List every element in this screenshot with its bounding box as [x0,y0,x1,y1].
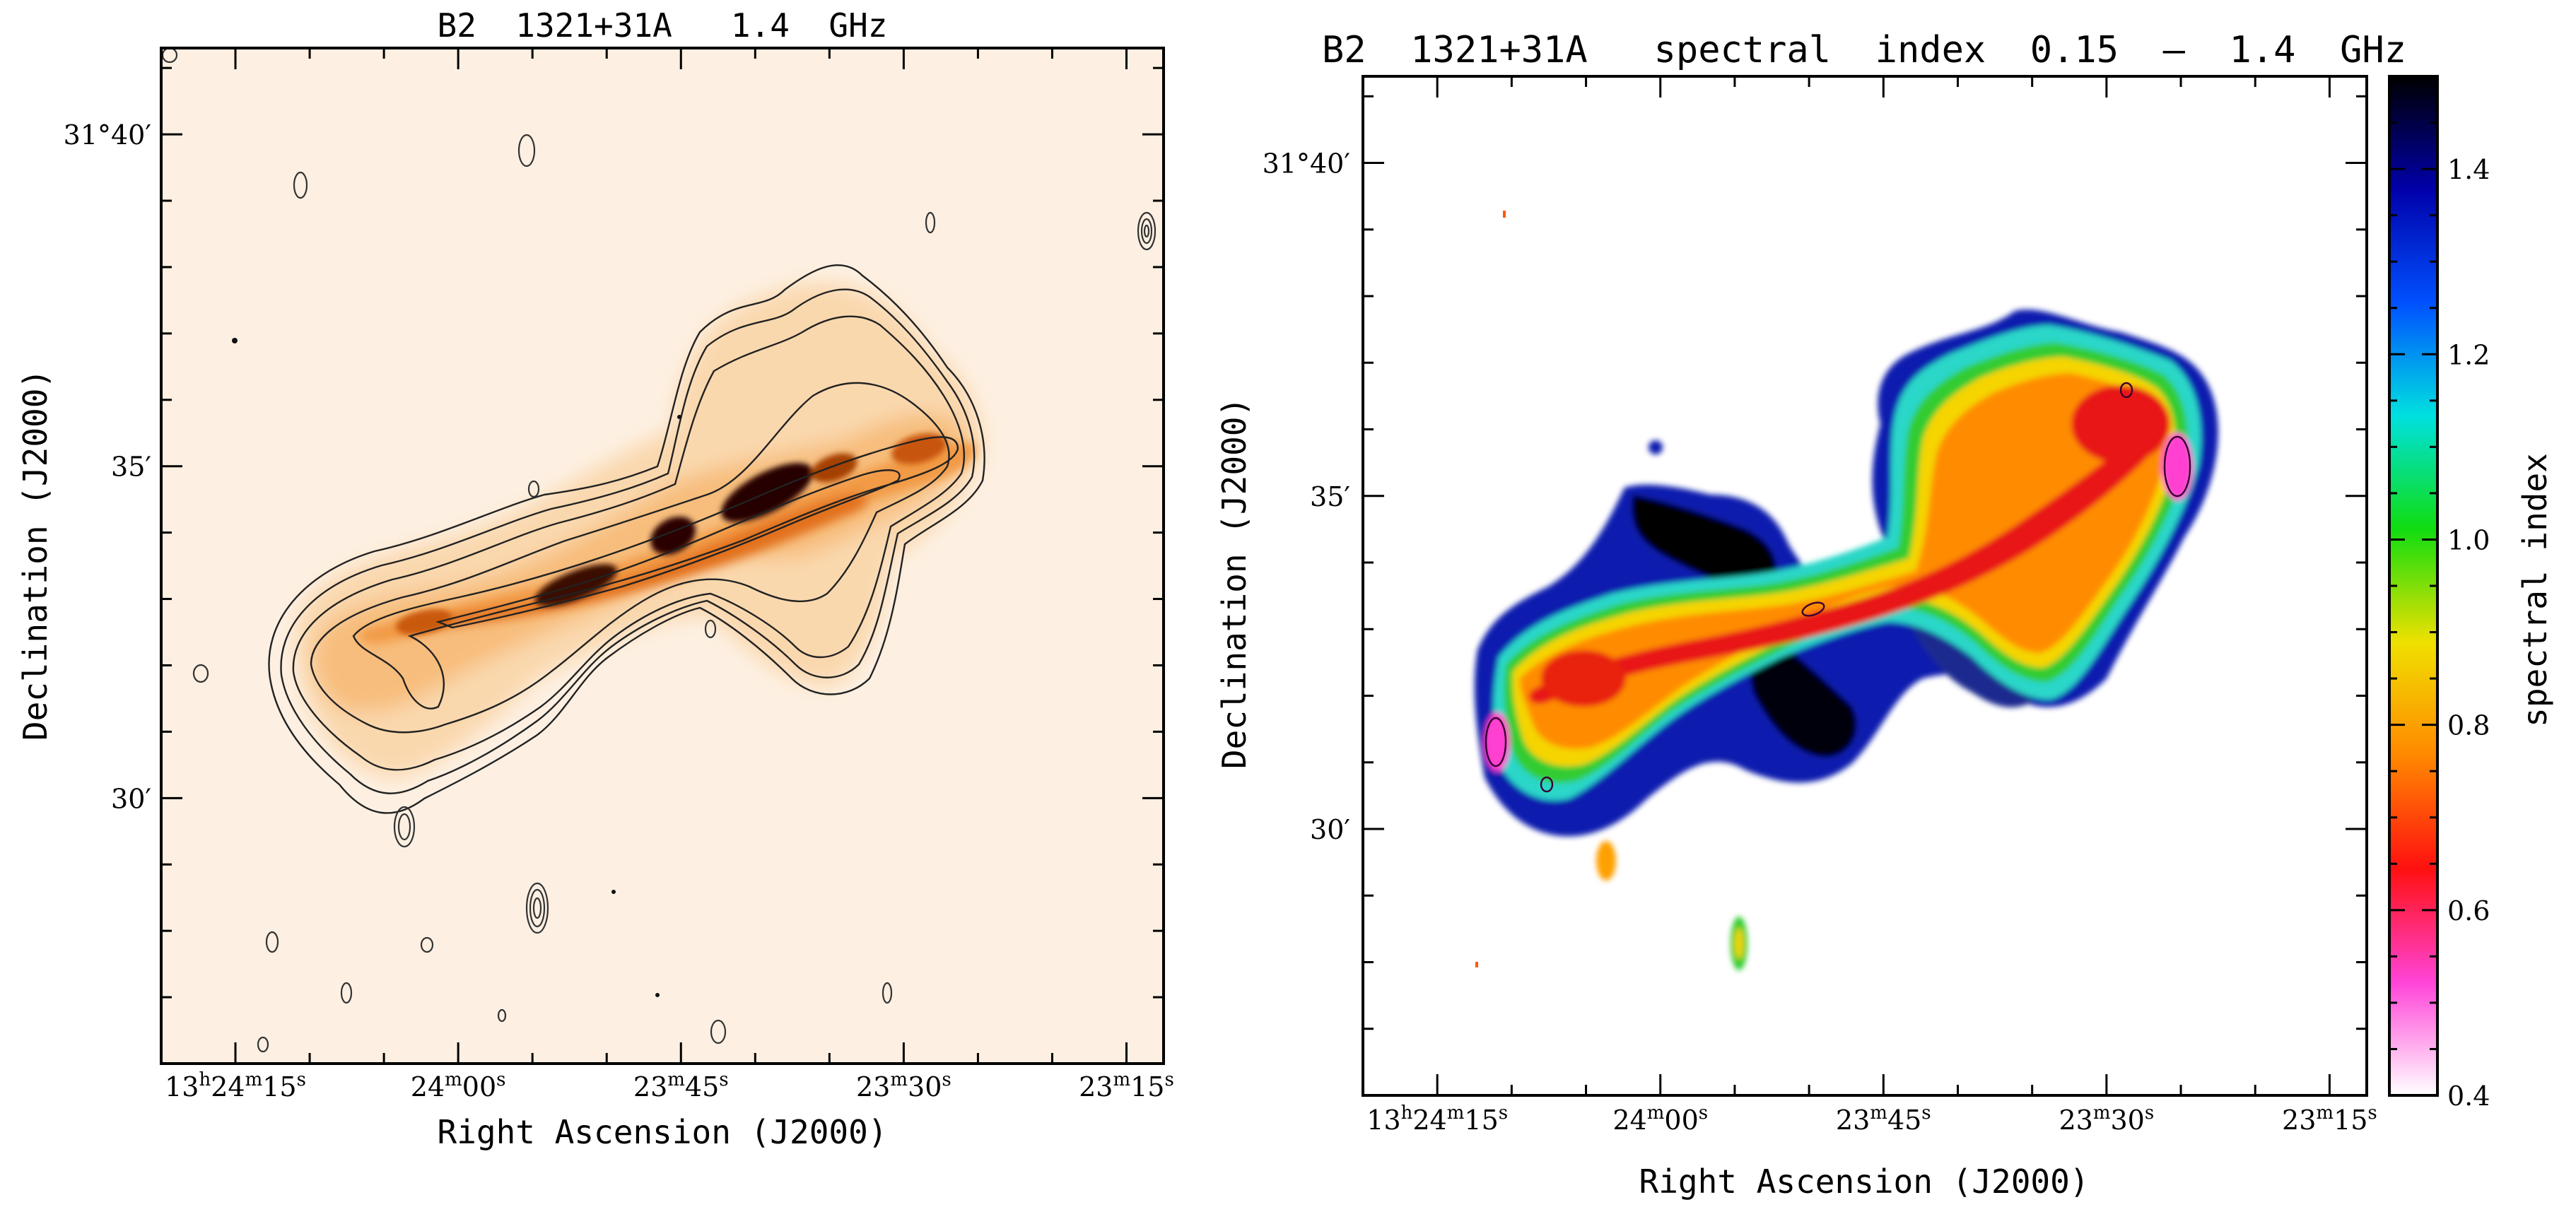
y-tick-label: 31°40′ [64,119,151,151]
intensity-title: B2 1321+31A 1.4 GHz [438,6,888,45]
colorbar-label: spectral index [2516,453,2554,727]
x-tick-label: 23m45s [1836,1102,1931,1136]
spectral-index-xlabel: Right Ascension (J2000) [1639,1163,2090,1201]
intensity-ylabel: Declination (J2000) [16,369,54,741]
colorbar-gradient [2389,76,2437,1095]
colorbar-tick-label: 1.2 [2447,339,2490,370]
spectral-index-contours [1485,382,2191,793]
colorbar-ticks: 0.4 0.6 0.8 1.0 1.2 1.4 [2389,75,2490,1112]
x-tick-label: 23m15s [2282,1102,2377,1136]
spectral-index-panel: B2 1321+31A spectral index 0.15 – 1.4 GH… [1215,29,2554,1201]
spectral-index-title: B2 1321+31A spectral index 0.15 – 1.4 GH… [1322,29,2406,71]
colorbar-tick-label: 1.4 [2447,154,2490,185]
intensity-image [161,48,1164,1064]
x-tick-label: 23m30s [856,1069,952,1102]
intensity-frame [160,47,1165,1065]
spectral-index-axes: 13h24m15s 24m00s 23m45s 23m30s 23m15s 31°40′ 3… [1263,76,2377,1136]
colorbar-tick-label: 0.8 [2447,710,2490,741]
y-tick-label: 30′ [1310,814,1350,845]
x-tick-label: 24m00s [411,1069,506,1102]
x-tick-label: 24m00s [1612,1102,1708,1136]
y-tick-label: 35′ [111,452,151,483]
spectral-index-image [1363,76,2367,1095]
x-tick-label: 13h24m15s [1366,1102,1508,1136]
x-tick-label: 23m45s [633,1069,729,1102]
x-tick-label: 23m15s [1079,1069,1174,1102]
spectral-index-map [1474,309,2218,970]
intensity-pixel-dots [232,338,681,997]
intensity-axes: 13h24m15s 24m00s 23m45s 23m30s 23m15s 31°40′ 3… [64,48,1174,1102]
y-tick-label: 35′ [1310,481,1350,512]
intensity-xlabel: Right Ascension (J2000) [438,1113,888,1151]
spectral-index-isolated-pixels [1475,211,1506,967]
colorbar-tick-label: 1.0 [2447,524,2490,555]
colorbar-tick-label: 0.4 [2447,1081,2490,1112]
x-tick-label: 13h24m15s [165,1069,306,1102]
y-tick-label: 30′ [111,783,151,814]
colorbar-tick-label: 0.6 [2447,895,2490,926]
colorbar: 0.4 0.6 0.8 1.0 1.2 1.4 spectral index [2388,75,2554,1112]
x-tick-label: 23m30s [2059,1102,2154,1136]
intensity-contours [268,264,985,814]
intensity-panel: B2 1321+31A 1.4 GHz [16,6,1174,1151]
y-tick-label: 31°40′ [1263,148,1350,180]
spectral-index-frame [1362,75,2368,1097]
spectral-index-ylabel: Declination (J2000) [1215,397,1253,769]
